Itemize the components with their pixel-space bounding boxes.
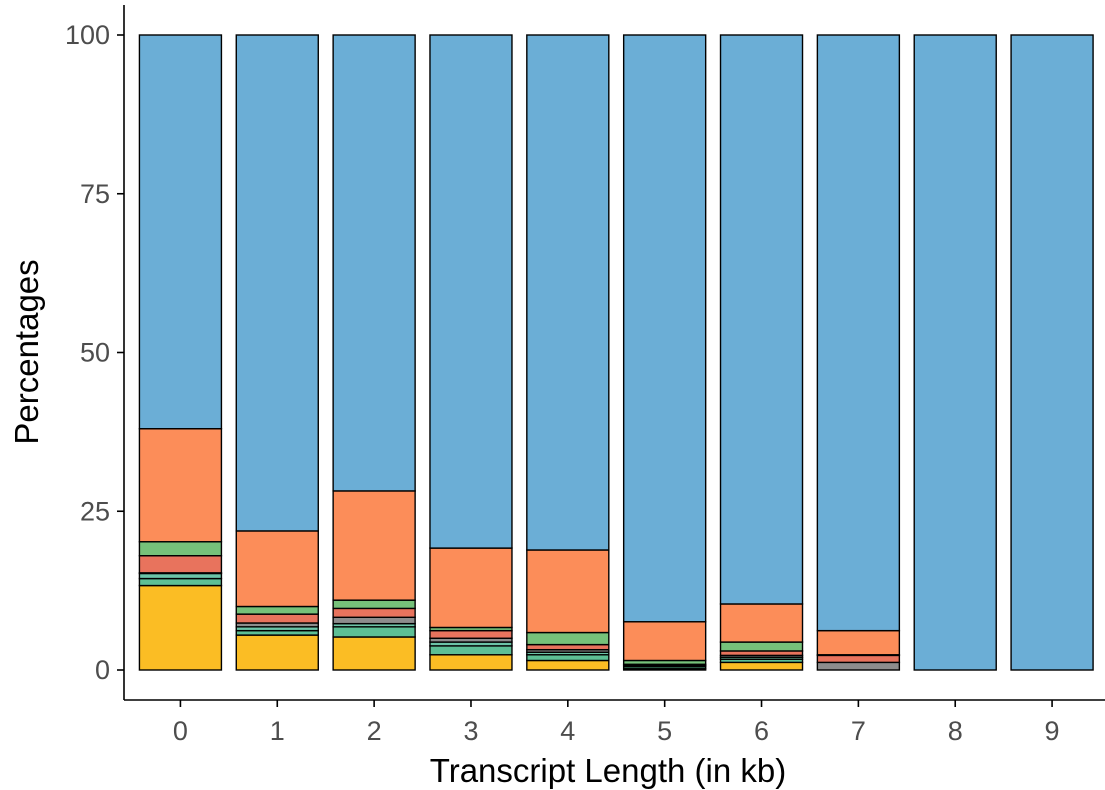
bar-segment-7-6 — [816, 629, 901, 656]
y-tick-label-100: 100 — [65, 20, 110, 50]
bar-segment-4-7 — [526, 34, 610, 551]
x-tick-label-1: 1 — [270, 716, 285, 746]
bar-segment-2-5 — [332, 599, 416, 610]
bar-segment-4-0 — [526, 659, 610, 671]
bar-segment-0-5 — [138, 541, 223, 557]
x-tick-label-8: 8 — [948, 716, 963, 746]
bar-segment-2-0 — [332, 636, 416, 671]
bar-segment-6-5 — [719, 641, 804, 652]
bar-segment-4-1 — [526, 654, 610, 662]
bar-segment-2-7 — [332, 34, 416, 492]
bar-segment-0-4 — [138, 555, 223, 574]
x-tick-label-0: 0 — [173, 716, 188, 746]
bar-segment-1-0 — [235, 634, 319, 671]
bar-segment-6-7 — [719, 34, 804, 605]
x-tick-label-3: 3 — [463, 716, 478, 746]
bar-segment-0-6 — [138, 428, 223, 543]
bar-segment-3-4 — [429, 629, 513, 639]
bar-segment-5-6 — [622, 621, 707, 662]
y-tick-label-50: 50 — [80, 338, 110, 368]
bar-segment-2-6 — [332, 490, 416, 601]
bar-segment-7-7 — [816, 34, 901, 632]
bar-segment-3-1 — [429, 645, 513, 656]
x-tick-label-9: 9 — [1045, 716, 1060, 746]
bar-segment-3-0 — [429, 654, 513, 671]
bar-segment-2-4 — [332, 607, 416, 618]
x-tick-label-5: 5 — [657, 716, 672, 746]
bar-segment-1-5 — [235, 605, 319, 615]
bar-segment-0-2 — [138, 572, 223, 580]
bar-segment-3-7 — [429, 34, 513, 549]
y-tick-label-75: 75 — [80, 179, 110, 209]
bar-segment-2-3 — [332, 616, 416, 625]
y-axis-title: Percentages — [8, 259, 45, 444]
bar-segment-1-4 — [235, 613, 319, 624]
axes-layer: 0 25 50 75 100 0 1 2 3 4 5 6 7 8 9 — [65, 5, 1105, 746]
x-tick-label-4: 4 — [560, 716, 575, 746]
bar-segment-3-6 — [429, 547, 513, 629]
bar-segment-0-0 — [138, 584, 223, 671]
bars-layer — [138, 34, 1094, 671]
bar-segment-4-6 — [526, 549, 610, 634]
x-tick-label-6: 6 — [754, 716, 769, 746]
bar-segment-1-7 — [235, 34, 319, 532]
x-tick-label-7: 7 — [851, 716, 866, 746]
bar-segment-7-4 — [816, 654, 901, 664]
bar-segment-1-6 — [235, 530, 319, 608]
x-tick-label-2: 2 — [367, 716, 382, 746]
bar-segment-4-5 — [526, 631, 610, 646]
bar-segment-8-7 — [913, 34, 997, 671]
bar-segment-6-0 — [719, 661, 804, 671]
bar-segment-0-7 — [138, 34, 223, 430]
x-axis-title: Transcript Length (in kb) — [430, 752, 786, 789]
bar-segment-4-4 — [526, 643, 610, 651]
y-tick-label-25: 25 — [80, 496, 110, 526]
bar-segment-6-6 — [719, 603, 804, 643]
y-tick-label-0: 0 — [95, 655, 110, 685]
bar-segment-5-7 — [622, 34, 707, 623]
bar-segment-7-3 — [816, 661, 901, 671]
bar-segment-0-1 — [138, 577, 223, 587]
bar-segment-9-7 — [1010, 34, 1094, 671]
bar-segment-2-1 — [332, 626, 416, 638]
